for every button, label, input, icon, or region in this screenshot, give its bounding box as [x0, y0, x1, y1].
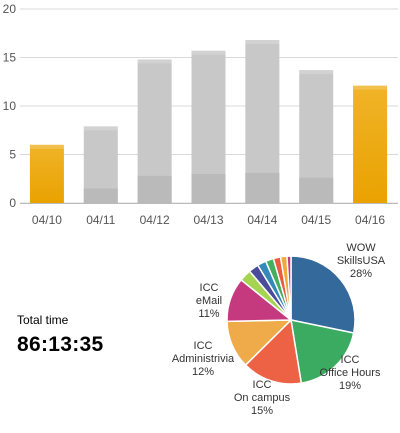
bar-secondary-segment — [83, 188, 118, 203]
bar-top-highlight — [29, 144, 64, 149]
x-tick-label: 04/12 — [140, 213, 170, 227]
pie-slice-label: ICC eMail 11% — [196, 282, 222, 320]
bar-secondary-segment — [137, 175, 172, 203]
x-tick-label: 04/11 — [86, 213, 115, 227]
x-tick-label: 04/13 — [193, 213, 223, 227]
y-tick-label: 10 — [3, 99, 17, 113]
pie-slice-label: WOW SkillsUSA 28% — [337, 242, 386, 280]
pie-slice-label: ICC On campus 15% — [234, 379, 291, 417]
bar-04/13[interactable] — [191, 50, 226, 204]
bar-04/14[interactable] — [245, 40, 280, 203]
bar-top-highlight — [137, 59, 172, 64]
y-tick-label: 15 — [3, 51, 17, 65]
pie-slice[interactable] — [290, 319, 355, 385]
pie-slice-label: ICC Administrivia 12% — [172, 340, 235, 378]
y-tick-label: 0 — [9, 196, 16, 210]
total-time-value: 86:13:35 — [17, 333, 104, 356]
bar-top-highlight — [191, 50, 226, 55]
bar-04/11[interactable] — [83, 126, 118, 203]
bar[interactable] — [29, 144, 64, 203]
daily-bar-chart: 0 5 10 15 20 04/10 04/11 04/12 04/13 04/14 04/15 04… — [3, 2, 398, 227]
x-tick-label: 04/15 — [301, 213, 331, 227]
x-tick-label: 04/16 — [355, 213, 385, 227]
bar-top-highlight — [353, 85, 388, 90]
pie-slice[interactable] — [286, 255, 292, 321]
bar-04/16[interactable] — [353, 85, 388, 203]
x-tick-label: 04/14 — [247, 213, 277, 227]
bar-top-highlight — [83, 126, 118, 131]
bar-04/15[interactable] — [299, 70, 334, 203]
bar-04/12[interactable] — [137, 59, 172, 203]
bar-top-highlight — [245, 40, 280, 45]
bar-secondary-segment — [191, 173, 226, 203]
x-tick-label: 04/10 — [32, 213, 62, 227]
y-tick-label: 20 — [3, 2, 17, 16]
bar-secondary-segment — [245, 172, 280, 203]
total-time-label: Total time — [17, 313, 69, 327]
y-tick-label: 5 — [9, 148, 16, 162]
bar-top-highlight — [299, 70, 334, 75]
pie-slice[interactable] — [244, 318, 303, 385]
bar-04/10[interactable] — [29, 144, 64, 203]
pie-slice[interactable] — [290, 255, 356, 334]
pie-slice-label: ICC Office Hours 19% — [320, 354, 381, 392]
bar-secondary-segment — [299, 177, 334, 203]
bar[interactable] — [353, 85, 388, 203]
